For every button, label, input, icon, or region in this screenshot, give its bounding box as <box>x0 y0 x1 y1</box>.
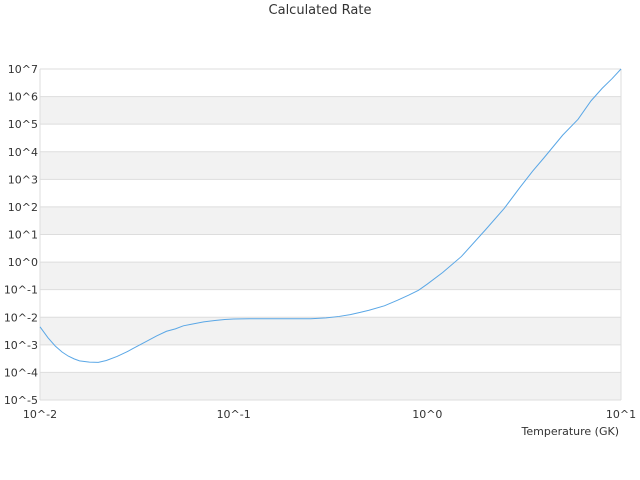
grid-band <box>40 262 621 290</box>
x-tick-label: 10^1 <box>606 408 636 421</box>
y-tick-label: 10^-4 <box>4 366 38 379</box>
grid-band <box>40 69 621 97</box>
series-line <box>39 68 622 363</box>
y-tick-label: 10^-2 <box>4 311 38 324</box>
y-tick-label: 10^6 <box>8 91 38 104</box>
y-tick-label: 10^3 <box>8 173 38 186</box>
x-tick-label: 10^0 <box>412 408 442 421</box>
grid-band <box>40 124 621 152</box>
grid-band <box>40 206 621 235</box>
x-tick-label: 10^-2 <box>23 408 57 421</box>
grid-band <box>40 179 621 207</box>
x-tick-label: 10^-1 <box>217 408 251 421</box>
y-tick-label: 10^-3 <box>4 339 38 352</box>
y-tick-label: 10^2 <box>8 201 38 214</box>
y-tick-label: 10^5 <box>8 118 38 131</box>
y-tick-label: 10^1 <box>8 229 38 242</box>
y-tick-label: 10^-5 <box>4 394 38 407</box>
grid-band <box>40 96 621 125</box>
x-axis-label: Temperature (GK) <box>521 425 620 438</box>
grid-band <box>40 289 621 318</box>
y-tick-label: 10^0 <box>8 256 38 269</box>
y-tick-label: 10^-1 <box>4 284 38 297</box>
chart-title: Calculated Rate <box>268 3 372 18</box>
grid-band <box>40 151 621 180</box>
grid-band <box>40 372 621 400</box>
grid-band <box>40 344 621 373</box>
y-tick-label: 10^4 <box>8 146 38 159</box>
grid-band <box>40 317 621 345</box>
grid-band <box>40 234 621 263</box>
y-tick-label: 10^7 <box>8 63 38 76</box>
